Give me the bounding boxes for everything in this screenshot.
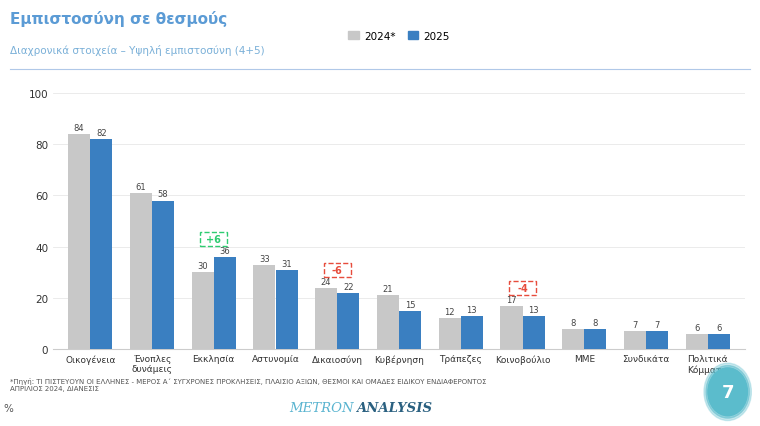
Circle shape xyxy=(704,363,752,420)
Legend: 2024*, 2025: 2024*, 2025 xyxy=(344,27,454,46)
Bar xyxy=(152,201,174,349)
Text: 6: 6 xyxy=(716,323,721,332)
Bar xyxy=(523,316,545,349)
Text: 61: 61 xyxy=(135,182,146,191)
Text: 12: 12 xyxy=(445,308,455,317)
Bar xyxy=(253,265,275,349)
Bar xyxy=(192,273,214,349)
Text: -6: -6 xyxy=(332,265,343,275)
Text: 33: 33 xyxy=(259,254,270,263)
Text: 13: 13 xyxy=(528,305,539,314)
FancyBboxPatch shape xyxy=(509,281,536,295)
Text: 6: 6 xyxy=(694,323,699,332)
Bar xyxy=(686,334,708,349)
Text: +6: +6 xyxy=(206,234,221,245)
Bar xyxy=(275,270,298,349)
Text: 21: 21 xyxy=(382,285,393,294)
Bar xyxy=(624,331,646,349)
Bar xyxy=(214,257,236,349)
Text: 15: 15 xyxy=(405,300,416,309)
Circle shape xyxy=(708,368,748,416)
Text: 13: 13 xyxy=(467,305,477,314)
Bar xyxy=(130,193,152,349)
Bar xyxy=(90,140,112,349)
Text: -4: -4 xyxy=(517,283,528,293)
Text: Διαχρονικά στοιχεία – Υψηλή εμπιστοσύνη (4+5): Διαχρονικά στοιχεία – Υψηλή εμπιστοσύνη … xyxy=(10,45,264,56)
Text: 17: 17 xyxy=(506,295,517,304)
Text: ANALYSIS: ANALYSIS xyxy=(356,401,432,414)
Text: 7: 7 xyxy=(632,320,638,329)
Text: 8: 8 xyxy=(571,318,576,327)
Circle shape xyxy=(706,366,749,418)
Text: 58: 58 xyxy=(158,190,169,199)
Text: 22: 22 xyxy=(343,282,353,291)
FancyBboxPatch shape xyxy=(200,233,227,247)
Bar xyxy=(337,293,359,349)
Text: 82: 82 xyxy=(96,129,106,138)
Text: Εμπιστοσύνη σε θεσμούς: Εμπιστοσύνη σε θεσμούς xyxy=(10,11,227,26)
Text: 24: 24 xyxy=(321,277,331,286)
Text: METRON: METRON xyxy=(289,401,353,414)
Bar xyxy=(500,306,523,349)
Bar xyxy=(646,331,668,349)
Bar xyxy=(377,296,399,349)
Text: 31: 31 xyxy=(281,259,292,268)
Text: 84: 84 xyxy=(74,124,84,132)
Text: 7: 7 xyxy=(654,320,660,329)
Bar xyxy=(68,135,90,349)
Bar xyxy=(708,334,730,349)
Bar xyxy=(439,319,461,349)
Text: %: % xyxy=(4,403,14,413)
Text: *Πηγή: ΤΙ ΠΙΣΤΕΥΟΥΝ ΟΙ ΕΛΛΗΝΕΣ - ΜΕΡΟΣ Α΄ ΣΥΓΧΡΟΝΕΣ ΠΡΟΚΛΗΣΕΙΣ, ΠΛΑΙΣΙΟ ΑΞΙΩΝ, Θ: *Πηγή: ΤΙ ΠΙΣΤΕΥΟΥΝ ΟΙ ΕΛΛΗΝΕΣ - ΜΕΡΟΣ Α… xyxy=(10,377,486,391)
Bar xyxy=(315,288,337,349)
Bar xyxy=(562,329,584,349)
Text: 30: 30 xyxy=(198,262,208,271)
Bar xyxy=(461,316,483,349)
Text: 7: 7 xyxy=(721,383,734,401)
Text: 8: 8 xyxy=(593,318,598,327)
FancyBboxPatch shape xyxy=(324,263,351,277)
Bar xyxy=(399,311,421,349)
Text: 36: 36 xyxy=(220,246,230,255)
Bar xyxy=(584,329,606,349)
